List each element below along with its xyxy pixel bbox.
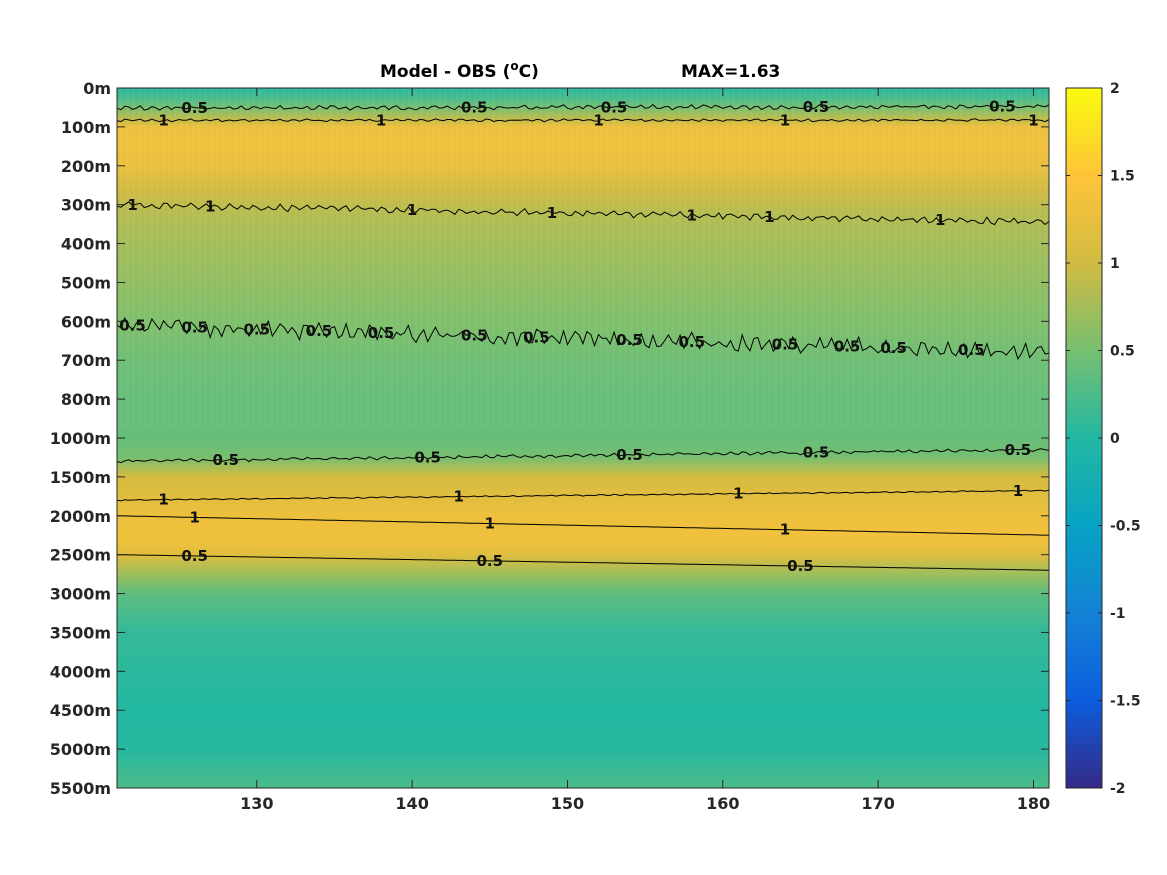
colorbar-tick-label: -0.5 <box>1110 519 1141 535</box>
contour-label: 0.5 <box>616 446 643 464</box>
contour-label: 1 <box>935 211 945 229</box>
y-tick-label: 2500m <box>50 546 111 565</box>
contour-label: 0.5 <box>477 552 504 570</box>
contour-label: 0.5 <box>1005 441 1032 459</box>
y-tick-label: 5500m <box>50 779 111 798</box>
contour-label: 0.5 <box>601 98 628 116</box>
contour-line <box>116 515 1050 536</box>
contour-label: 1 <box>407 201 417 219</box>
x-tick-label: 130 <box>240 794 273 813</box>
y-tick-label: 3500m <box>50 623 111 642</box>
contour-label: 0.5 <box>803 444 830 462</box>
colorbar-tick-label: 1 <box>1110 256 1120 272</box>
contour-label: 0.5 <box>244 320 271 338</box>
colorbar-tick-label: -1 <box>1110 606 1126 622</box>
plot-area: 0.5 0.5 0.5 0.5 0.51 1 1 1 11 1 1 1 1 1 10.5 0.5 0.5 0.5 0… <box>116 87 1050 789</box>
colorbar-tick-label: 0 <box>1110 431 1120 447</box>
contour-label: 0.5 <box>803 98 830 116</box>
contour-label: 1 <box>189 508 199 526</box>
colorbar-tick-label: 0.5 <box>1110 344 1135 360</box>
y-tick-label: 2000m <box>50 507 111 526</box>
contour-label: 0.5 <box>678 333 705 351</box>
colorbar-tick-label: 1.5 <box>1110 169 1135 185</box>
contour-label: 1 <box>205 197 215 215</box>
contour-label: 1 <box>687 206 697 224</box>
contour-label: 0.5 <box>958 341 985 359</box>
contour-label: 0.5 <box>772 336 799 354</box>
y-tick-label: 800m <box>61 390 111 409</box>
x-tick-label: 180 <box>1017 794 1050 813</box>
contour-label: 0.5 <box>989 98 1016 116</box>
contour-label: 0.5 <box>461 327 488 345</box>
contour-label: 0.5 <box>787 557 814 575</box>
contour-line <box>116 103 1050 111</box>
x-tick-label: 170 <box>861 794 894 813</box>
y-tick-label: 400m <box>61 235 111 254</box>
y-tick-label: 100m <box>61 118 111 137</box>
y-tick-label: 1000m <box>50 429 111 448</box>
colorbar-tick-label: -1.5 <box>1110 694 1141 710</box>
contour-label: 0.5 <box>616 331 643 349</box>
contour-line <box>116 489 1050 502</box>
contour-label: 0.5 <box>368 324 395 342</box>
contour-label: 1 <box>780 111 790 129</box>
contour-label: 0.5 <box>181 318 208 336</box>
contour-line <box>116 118 1050 123</box>
contour-label: 1 <box>780 521 790 539</box>
max-label: MAX=1.63 <box>681 62 780 82</box>
y-axis: 0m 100m 200m 300m 400m 500m 600m 700m 800m 1000m 1… <box>50 79 1049 798</box>
x-tick-label: 160 <box>706 794 739 813</box>
contour-line <box>116 448 1050 464</box>
contour-label: 0.5 <box>834 338 861 356</box>
contour-label: 1 <box>764 208 774 226</box>
contour-label: 1 <box>733 485 743 503</box>
contour-label: 0.5 <box>181 547 208 565</box>
contour-line <box>116 316 1050 360</box>
contour-label: 0.5 <box>523 328 550 346</box>
contour-label: 1 <box>593 111 603 129</box>
y-tick-label: 3000m <box>50 585 111 604</box>
y-tick-label: 300m <box>61 196 111 215</box>
y-tick-label: 600m <box>61 312 111 331</box>
contour-label: 1 <box>376 111 386 129</box>
contour-label: 1 <box>454 488 464 506</box>
y-tick-label: 700m <box>61 351 111 370</box>
contour-label: 0.5 <box>306 322 333 340</box>
contour-label: 0.5 <box>880 339 907 357</box>
contour-label: 0.5 <box>119 317 146 335</box>
contour-label: 1 <box>1013 482 1023 500</box>
heatmap-texture <box>117 88 1049 428</box>
contour-layer: 0.5 0.5 0.5 0.5 0.51 1 1 1 11 1 1 1 1 1 10.5 0.5 0.5 0.5 0… <box>116 98 1050 575</box>
contour-label: 1 <box>127 196 137 214</box>
colorbar-tick-label: -2 <box>1110 781 1126 797</box>
colorbar-ticks: 2 1.5 1 0.5 0 -0.5 -1 -1.5 -2 <box>1066 81 1141 797</box>
contour-line <box>117 554 1049 571</box>
y-tick-label: 1500m <box>50 468 111 487</box>
contour-label: 1 <box>1028 111 1038 129</box>
colorbar-fill <box>1065 87 1103 789</box>
colorbar-tick-label: 2 <box>1110 81 1120 97</box>
contour-label: 1 <box>158 111 168 129</box>
contour-label: 1 <box>485 515 495 533</box>
contour-line <box>116 201 1050 226</box>
x-tick-label: 140 <box>395 794 428 813</box>
y-tick-label: 200m <box>61 157 111 176</box>
contour-label: 1 <box>547 204 557 222</box>
contour-label: 0.5 <box>414 448 441 466</box>
y-tick-label: 4500m <box>50 701 111 720</box>
chart-title: Model - OBS (oC) <box>380 59 539 82</box>
contour-label: 0.5 <box>212 451 239 469</box>
contour-label: 0.5 <box>461 99 488 117</box>
y-tick-label: 0m <box>83 79 111 98</box>
colorbar: 2 1.5 1 0.5 0 -0.5 -1 -1.5 -2 <box>1065 81 1141 797</box>
y-tick-label: 5000m <box>50 740 111 759</box>
contour-label: 0.5 <box>181 99 208 117</box>
contour-label: 1 <box>158 491 168 509</box>
x-axis: 130 140 150 160 170 180 <box>240 88 1050 813</box>
y-tick-label: 4000m <box>50 662 111 681</box>
y-tick-label: 500m <box>61 273 111 292</box>
x-tick-label: 150 <box>551 794 584 813</box>
